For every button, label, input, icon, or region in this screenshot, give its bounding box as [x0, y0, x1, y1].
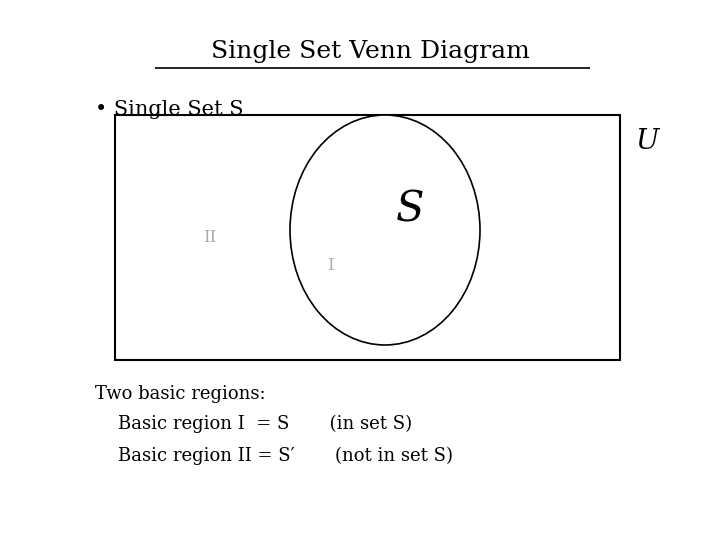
Ellipse shape [290, 115, 480, 345]
Text: U: U [635, 128, 658, 155]
Text: Basic region II = S′       (not in set S): Basic region II = S′ (not in set S) [118, 447, 453, 465]
Text: • Single Set S: • Single Set S [95, 100, 243, 119]
Text: Basic region I  = S       (in set S): Basic region I = S (in set S) [118, 415, 412, 433]
Bar [115, 115, 620, 360]
Text: Two basic regions:: Two basic regions: [95, 385, 266, 403]
Text: Single Set Venn Diagram: Single Set Venn Diagram [211, 40, 529, 63]
Text: I: I [327, 256, 333, 273]
Text: S: S [396, 189, 424, 231]
Text: II: II [203, 228, 217, 246]
